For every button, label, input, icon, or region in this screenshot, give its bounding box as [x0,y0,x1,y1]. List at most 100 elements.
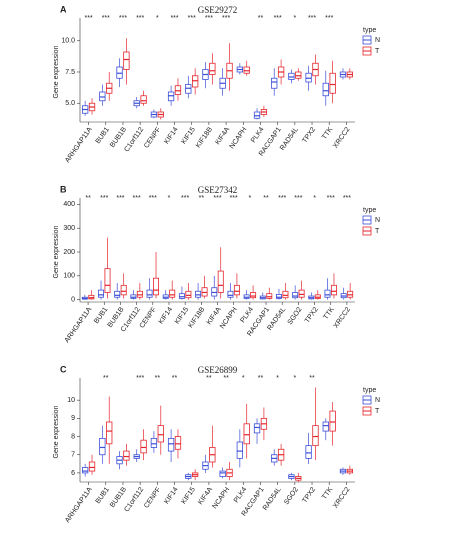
box [114,290,121,298]
significance: ** [172,375,178,382]
y-tick-label: 200 [63,249,75,256]
significance: ** [223,375,229,382]
y-tick-label: 0 [71,296,75,303]
box [312,425,319,447]
x-tick-label: PLK4 [250,126,266,144]
x-tick-label: XRCC2 [333,306,352,330]
box [250,292,257,299]
x-tick-label: KIF14 [158,306,175,325]
significance: * [293,15,296,22]
x-tick-label: BUB1 [95,126,111,145]
x-tick-label: NCAPH [211,486,231,510]
y-axis-label: Gene expression [53,405,60,458]
box [98,289,105,298]
box [192,75,199,88]
x-tick-label: KIF4A [197,486,214,506]
significance: *** [308,15,316,22]
box [157,425,164,443]
box [123,450,130,461]
box [305,72,312,83]
significance: ** [199,195,205,202]
significance: *** [170,15,178,22]
legend-label: N [375,397,380,404]
significance: ** [263,195,269,202]
x-tick-label: CENPF [143,126,162,149]
box [324,289,331,298]
box [217,270,224,293]
box [169,289,176,298]
y-tick-label: 400 [63,201,75,208]
significance: *** [327,195,335,202]
box [174,85,182,95]
box [104,268,111,293]
significance: * [156,15,159,22]
box [305,445,312,459]
panel-letter: C [60,364,67,374]
box [271,77,278,89]
box [140,95,147,104]
x-tick-label: PLK4 [233,486,249,504]
x-tick-label: KIF14 [163,486,180,505]
box [330,284,337,296]
legend-label: T [375,48,380,55]
significance: *** [343,195,351,202]
x-tick-label: ARHGAP11A [64,126,94,164]
legend-title: type [363,207,376,214]
y-tick-label: 100 [63,273,75,280]
significance: ** [155,375,161,382]
box [233,284,240,296]
legend-label: N [375,37,380,44]
box [329,410,336,432]
significance: *** [230,195,238,202]
y-tick-label: 10 [67,397,75,404]
x-tick-label: KIF18B [195,126,214,149]
box [275,293,282,299]
box [185,84,192,94]
legend-title: type [363,387,376,394]
box [99,91,106,102]
x-tick-label: PLK4 [239,306,255,324]
x-tick-label: TPX2 [301,126,317,144]
y-tick-label: 9 [71,415,75,422]
panel-letter: B [60,184,67,194]
x-tick-label: TTK [323,306,337,321]
significance: *** [136,375,144,382]
box [253,423,261,434]
box [266,293,273,299]
legend-label: T [375,408,380,415]
box [146,289,153,298]
x-tick-label: TTK [321,486,335,501]
significance: ** [103,375,109,382]
box [153,277,160,296]
significance: ** [258,375,264,382]
box [322,421,329,432]
significance: *** [274,15,282,22]
box [209,62,216,75]
significance: *** [222,15,230,22]
x-tick-label: KIF15 [180,486,197,505]
x-tick-label: ARHGAP11A [64,486,94,524]
box [140,439,147,454]
box [227,290,234,298]
box [329,72,336,94]
x-tick-label: SGO2 [287,306,304,326]
box [174,436,182,450]
significance: *** [181,195,189,202]
y-axis-label: Gene expression [53,225,60,278]
significance: *** [100,195,108,202]
box [99,437,106,456]
y-tick-label: 7.5 [65,69,75,76]
x-tick-label: SGO2 [283,486,300,506]
x-tick-label: BUB1 [93,306,109,325]
x-tick-label: TTK [321,126,335,141]
significance: *** [149,195,157,202]
box [243,423,250,445]
box [322,82,329,97]
significance: * [248,195,251,202]
x-tick-label: KIF15 [180,126,197,145]
significance: * [168,195,171,202]
chart-title: GSE29272 [198,5,238,15]
significance: * [242,375,245,382]
y-tick-label: 10.0 [61,38,75,45]
